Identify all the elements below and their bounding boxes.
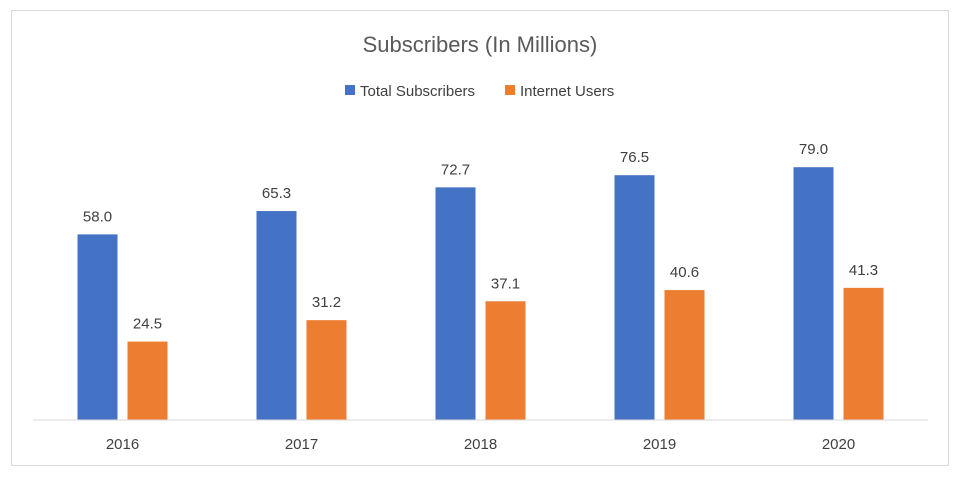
bar-total-subscribers-2017 (256, 211, 297, 420)
x-tick-label-2018: 2018 (464, 436, 497, 453)
x-tick-label-2019: 2019 (643, 436, 676, 453)
data-label-total-subscribers-2016: 58.0 (83, 208, 112, 225)
x-tick-label-2017: 2017 (285, 436, 318, 453)
x-tick-labels: 2016 2017 2018 2019 2020 (106, 436, 855, 453)
x-tick-label-2020: 2020 (822, 436, 855, 453)
data-label-total-subscribers-2018: 72.7 (441, 161, 470, 178)
legend-swatch-internet-users (505, 85, 515, 95)
data-label-internet-users-2018: 37.1 (491, 275, 520, 292)
bar-total-subscribers-2020 (793, 167, 834, 420)
data-label-internet-users-2019: 40.6 (670, 264, 699, 281)
bar-total-subscribers-2019 (614, 175, 655, 420)
bar-total-subscribers-2016 (77, 234, 118, 420)
x-tick-label-2016: 2016 (106, 436, 139, 453)
data-label-internet-users-2016: 24.5 (133, 316, 162, 333)
bar-internet-users-2018 (485, 301, 526, 420)
legend-label-internet-users: Internet Users (520, 83, 614, 100)
chart-title: Subscribers (In Millions) (363, 32, 598, 57)
data-labels: 58.0 24.5 65.3 31.2 72.7 37.1 76.5 40.6 79.0 41.3 (83, 141, 878, 332)
data-label-total-subscribers-2017: 65.3 (262, 185, 291, 202)
bar-internet-users-2017 (306, 320, 347, 420)
legend-label-total-subscribers: Total Subscribers (360, 83, 475, 100)
bar-internet-users-2019 (664, 290, 705, 420)
bar-internet-users-2016 (127, 341, 168, 420)
legend: Total Subscribers Internet Users (345, 83, 614, 100)
data-label-total-subscribers-2020: 79.0 (799, 141, 828, 158)
bars (77, 167, 884, 420)
data-label-internet-users-2017: 31.2 (312, 294, 341, 311)
legend-swatch-total-subscribers (345, 85, 355, 95)
bar-total-subscribers-2018 (435, 187, 476, 420)
bar-internet-users-2020 (843, 287, 884, 420)
data-label-internet-users-2020: 41.3 (849, 262, 878, 279)
data-label-total-subscribers-2019: 76.5 (620, 149, 649, 166)
